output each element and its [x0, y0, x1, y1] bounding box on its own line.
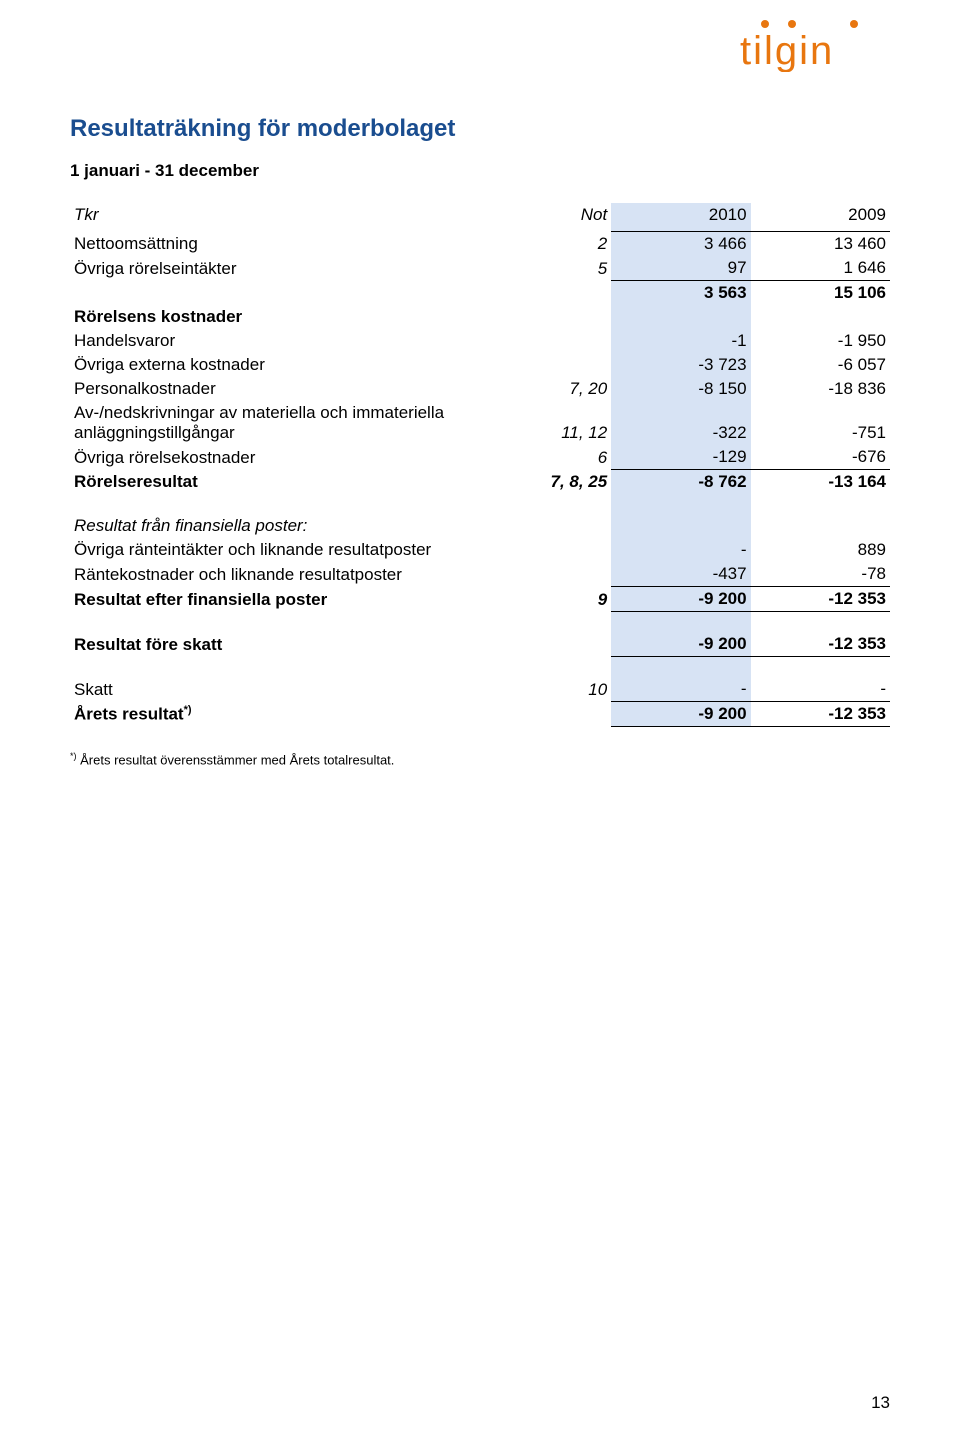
row-note: 11, 12	[529, 401, 611, 445]
row-value-2010: 97	[611, 256, 750, 281]
page-number: 13	[871, 1393, 890, 1413]
row-value-2009: 15 106	[751, 281, 890, 306]
row-note: 6	[529, 445, 611, 470]
table-row: Nettoomsättning23 46613 460	[70, 232, 890, 257]
table-row: Skatt10--	[70, 677, 890, 702]
row-label: Övriga rörelseintäkter	[70, 256, 529, 281]
row-note: 9	[529, 587, 611, 612]
table-row: Handelsvaror -1-1 950	[70, 329, 890, 353]
section-label: Rörelsens kostnader	[70, 305, 529, 329]
row-value-2010: -437	[611, 562, 750, 587]
row-value-2009: -18 836	[751, 377, 890, 401]
row-note	[529, 329, 611, 353]
row-note: 5	[529, 256, 611, 281]
row-value-2010: -8 762	[611, 470, 750, 495]
row-label: Övriga rörelsekostnader	[70, 445, 529, 470]
row-note	[529, 562, 611, 587]
row-value-2010: 3 563	[611, 281, 750, 306]
row-value-2010: -3 723	[611, 353, 750, 377]
row-value-2010: -9 200	[611, 702, 750, 727]
row-label-sup: *)	[184, 704, 192, 716]
row-value-2010: -322	[611, 401, 750, 445]
row-value-2010: -8 150	[611, 377, 750, 401]
table-row: Resultat efter finansiella poster9-9 200…	[70, 587, 890, 612]
row-value-2009: -12 353	[751, 632, 890, 657]
page: tilgin Resultaträkning för moderbolaget …	[0, 0, 960, 1443]
row-note	[529, 538, 611, 562]
row-value-2010: -9 200	[611, 587, 750, 612]
row-label: Nettoomsättning	[70, 232, 529, 257]
row-value-2010: 3 466	[611, 232, 750, 257]
table-row: Resultat före skatt -9 200-12 353	[70, 632, 890, 657]
period-subtitle: 1 januari - 31 december	[70, 161, 890, 181]
row-value-2009: -6 057	[751, 353, 890, 377]
table-row: 3 56315 106	[70, 281, 890, 306]
row-value-2010: -9 200	[611, 632, 750, 657]
header-year-2: 2009	[751, 203, 890, 227]
row-value-2009: 13 460	[751, 232, 890, 257]
row-note	[529, 702, 611, 727]
row-value-2009: 889	[751, 538, 890, 562]
row-note	[529, 353, 611, 377]
row-label: Övriga ränteintäkter och liknande result…	[70, 538, 529, 562]
table-row: Rörelseresultat7, 8, 25-8 762-13 164	[70, 470, 890, 495]
table-row: Rörelsens kostnader	[70, 305, 890, 329]
table-row	[70, 612, 890, 633]
svg-text:tilgin: tilgin	[740, 29, 834, 72]
table-row: Övriga externa kostnader -3 723-6 057	[70, 353, 890, 377]
row-value-2009: -12 353	[751, 702, 890, 727]
row-value-2010: -	[611, 677, 750, 702]
italic-section-label: Resultat från finansiella poster:	[70, 514, 529, 538]
table-row: Personalkostnader7, 20-8 150-18 836	[70, 377, 890, 401]
row-label: Resultat efter finansiella poster	[70, 587, 529, 612]
table-row	[70, 494, 890, 514]
table-body: Nettoomsättning23 46613 460Övriga rörels…	[70, 232, 890, 727]
income-statement-table: Tkr Not 2010 2009 Nettoomsättning23 4661…	[70, 203, 890, 727]
table-row: Årets resultat*) -9 200-12 353	[70, 702, 890, 727]
row-note: 7, 20	[529, 377, 611, 401]
table-row: Resultat från finansiella poster:	[70, 514, 890, 538]
row-value-2009: -751	[751, 401, 890, 445]
tilgin-logo-icon: tilgin	[740, 16, 890, 72]
row-label: Övriga externa kostnader	[70, 353, 529, 377]
row-note	[529, 281, 611, 306]
row-label: Av-/nedskrivningar av materiella och imm…	[70, 401, 529, 445]
brand-logo: tilgin	[740, 16, 890, 72]
table-row	[70, 657, 890, 678]
row-label: Handelsvaror	[70, 329, 529, 353]
header-label: Tkr	[70, 203, 529, 227]
row-value-2010: -129	[611, 445, 750, 470]
footnote: *) Årets resultat överensstämmer med Åre…	[70, 751, 890, 767]
row-value-2010: -1	[611, 329, 750, 353]
row-note: 7, 8, 25	[529, 470, 611, 495]
row-value-2009: 1 646	[751, 256, 890, 281]
footnote-text: Årets resultat överensstämmer med Årets …	[77, 752, 395, 767]
header-note: Not	[529, 203, 611, 227]
header-year-1: 2010	[611, 203, 750, 227]
row-value-2009: -12 353	[751, 587, 890, 612]
row-note: 10	[529, 677, 611, 702]
row-label	[70, 281, 529, 306]
row-value-2009: -1 950	[751, 329, 890, 353]
row-label: Skatt	[70, 677, 529, 702]
table-row: Räntekostnader och liknande resultatpost…	[70, 562, 890, 587]
row-label: Rörelseresultat	[70, 470, 529, 495]
row-value-2009: -13 164	[751, 470, 890, 495]
row-value-2009: -676	[751, 445, 890, 470]
row-value-2009: -	[751, 677, 890, 702]
row-note: 2	[529, 232, 611, 257]
row-label: Räntekostnader och liknande resultatpost…	[70, 562, 529, 587]
table-row: Övriga ränteintäkter och liknande result…	[70, 538, 890, 562]
row-value-2010: -	[611, 538, 750, 562]
row-value-2009: -78	[751, 562, 890, 587]
row-note	[529, 632, 611, 657]
row-label: Resultat före skatt	[70, 632, 529, 657]
row-label: Personalkostnader	[70, 377, 529, 401]
table-row: Av-/nedskrivningar av materiella och imm…	[70, 401, 890, 445]
table-header-row: Tkr Not 2010 2009	[70, 203, 890, 227]
table-row: Övriga rörelsekostnader6-129-676	[70, 445, 890, 470]
page-title: Resultaträkning för moderbolaget	[70, 115, 890, 143]
table-row: Övriga rörelseintäkter5971 646	[70, 256, 890, 281]
row-label: Årets resultat*)	[70, 702, 529, 727]
